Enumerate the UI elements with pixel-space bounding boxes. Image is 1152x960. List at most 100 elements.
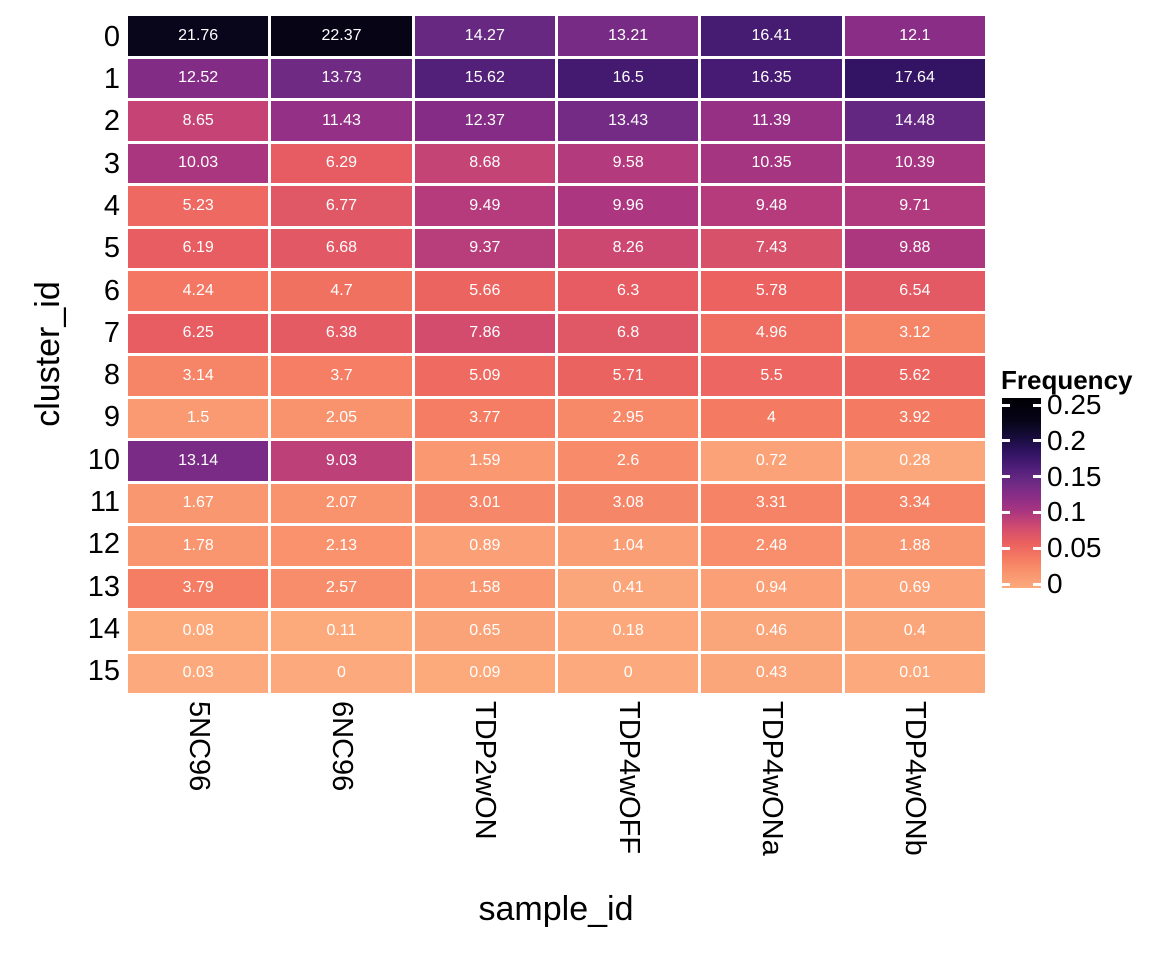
legend-tick-label: 0.05 <box>1047 532 1102 564</box>
heatmap-cell: 5.71 <box>557 356 699 396</box>
x-tick-label: TDP4wONa <box>756 701 788 856</box>
heatmap-cell: 4 <box>701 398 842 438</box>
heatmap-cell: 13.14 <box>128 441 269 481</box>
heatmap-cell: 0.46 <box>701 611 842 651</box>
heatmap-cell: 22.37 <box>271 16 412 56</box>
y-tick-label: 10 <box>87 443 120 476</box>
y-tick-label: 6 <box>103 274 120 307</box>
heatmap-cell: 7.86 <box>414 313 555 353</box>
y-tick-label: 9 <box>103 401 120 434</box>
heatmap-cell: 2.13 <box>271 526 412 566</box>
heatmap-cell: 13.43 <box>557 101 699 141</box>
x-tick-label: TDP4wOFF <box>612 701 645 855</box>
legend-tick-mark <box>1002 582 1010 586</box>
heatmap-cell: 7.43 <box>701 228 842 268</box>
heatmap-cell: 10.03 <box>128 143 269 183</box>
heatmap-cell: 5.09 <box>414 356 555 396</box>
y-tick-label: 8 <box>103 359 120 392</box>
heatmap-cell: 3.7 <box>271 356 412 396</box>
legend-tick-mark <box>1033 582 1041 586</box>
heatmap-cell: 12.37 <box>414 101 555 141</box>
heatmap-cell: 0.94 <box>701 568 842 608</box>
heatmap-cell: 11.43 <box>271 101 412 141</box>
heatmap-cell: 1.78 <box>128 526 269 566</box>
heatmap-grid: 21.76 22.37 14.27 13.21 16.41 12.1 12.52 13.73 1… <box>128 16 985 693</box>
heatmap-cell: 13.21 <box>557 16 699 56</box>
y-axis-title: cluster_id <box>29 281 67 427</box>
heatmap-cell: 4.7 <box>271 271 412 311</box>
heatmap-cell: 0.89 <box>414 526 555 566</box>
heatmap-cell: 4.24 <box>128 271 269 311</box>
heatmap-cell: 3.14 <box>128 356 269 396</box>
heatmap-cell: 1.04 <box>557 526 699 566</box>
heatmap-cell: 3.79 <box>128 568 269 608</box>
heatmap-cell: 0.43 <box>701 653 842 693</box>
heatmap-cell: 0.09 <box>414 653 555 693</box>
y-tick-label: 0 <box>103 20 120 53</box>
heatmap-cell: 1.59 <box>414 441 555 481</box>
heatmap-cell: 10.39 <box>844 143 985 183</box>
heatmap-cell: 5.66 <box>414 271 555 311</box>
heatmap-cell: 5.78 <box>701 271 842 311</box>
heatmap-cell: 16.41 <box>701 16 842 56</box>
legend-tick-label: 0.15 <box>1047 460 1102 492</box>
y-tick-label: 2 <box>103 105 120 138</box>
heatmap-cell: 0.4 <box>844 611 985 651</box>
heatmap-cell: 9.48 <box>701 186 842 226</box>
heatmap-cell: 9.88 <box>844 228 985 268</box>
legend-tick-mark <box>1033 403 1041 407</box>
heatmap-cell: 6.8 <box>557 313 699 353</box>
x-axis-title: sample_id <box>478 890 634 928</box>
legend-tick-label: 0.25 <box>1047 389 1102 420</box>
heatmap-cell: 2.57 <box>271 568 412 608</box>
heatmap-cell: 3.01 <box>414 483 555 523</box>
y-tick-label: 13 <box>87 570 120 603</box>
heatmap-cell: 9.37 <box>414 228 555 268</box>
heatmap-cell: 0 <box>271 653 412 693</box>
heatmap-cell: 2.05 <box>271 398 412 438</box>
heatmap-cell: 6.29 <box>271 143 412 183</box>
heatmap-cell: 0.01 <box>844 653 985 693</box>
heatmap-cell: 14.48 <box>844 101 985 141</box>
y-tick-label: 4 <box>103 189 120 222</box>
heatmap-cell: 6.3 <box>557 271 699 311</box>
heatmap-cell: 0.08 <box>128 611 269 651</box>
heatmap-cell: 5.23 <box>128 186 269 226</box>
x-tick-label: TDP4wONb <box>899 701 932 856</box>
heatmap-cell: 1.58 <box>414 568 555 608</box>
legend-tick-mark <box>1002 510 1010 514</box>
heatmap-cell: 9.03 <box>271 441 412 481</box>
heatmap-cell: 1.88 <box>844 526 985 566</box>
heatmap-cell: 21.76 <box>128 16 269 56</box>
heatmap-cell: 9.71 <box>844 186 985 226</box>
heatmap-cell: 2.48 <box>701 526 842 566</box>
heatmap-cell: 3.34 <box>844 483 985 523</box>
heatmap-cell: 3.92 <box>844 398 985 438</box>
heatmap-cell: 6.68 <box>271 228 412 268</box>
heatmap-cell: 8.68 <box>414 143 555 183</box>
x-tick-label: 6NC96 <box>326 701 358 792</box>
heatmap-cell: 2.07 <box>271 483 412 523</box>
legend-tick-mark <box>1033 546 1041 550</box>
heatmap-cell: 4.96 <box>701 313 842 353</box>
heatmap-cell: 0.41 <box>557 568 699 608</box>
heatmap-cell: 3.08 <box>557 483 699 523</box>
heatmap-cell: 0.69 <box>844 568 985 608</box>
heatmap-cell: 1.67 <box>128 483 269 523</box>
heatmap-cell: 13.73 <box>271 58 412 98</box>
y-tick-label: 3 <box>103 147 120 180</box>
legend-tick-mark <box>1033 510 1041 514</box>
x-tick-label: 5NC96 <box>182 701 215 792</box>
heatmap-cell: 17.64 <box>844 58 985 98</box>
y-tick-label: 1 <box>103 62 120 95</box>
heatmap-cell: 0.03 <box>128 653 269 693</box>
legend-tick-mark <box>1002 403 1010 407</box>
legend-tick-mark <box>1002 546 1010 550</box>
heatmap-cell: 2.95 <box>557 398 699 438</box>
heatmap-cell: 14.27 <box>414 16 555 56</box>
heatmap-cell: 3.77 <box>414 398 555 438</box>
heatmap-cell: 11.39 <box>701 101 842 141</box>
heatmap-cell: 0.65 <box>414 611 555 651</box>
x-tick-label: TDP2wON <box>469 701 502 840</box>
